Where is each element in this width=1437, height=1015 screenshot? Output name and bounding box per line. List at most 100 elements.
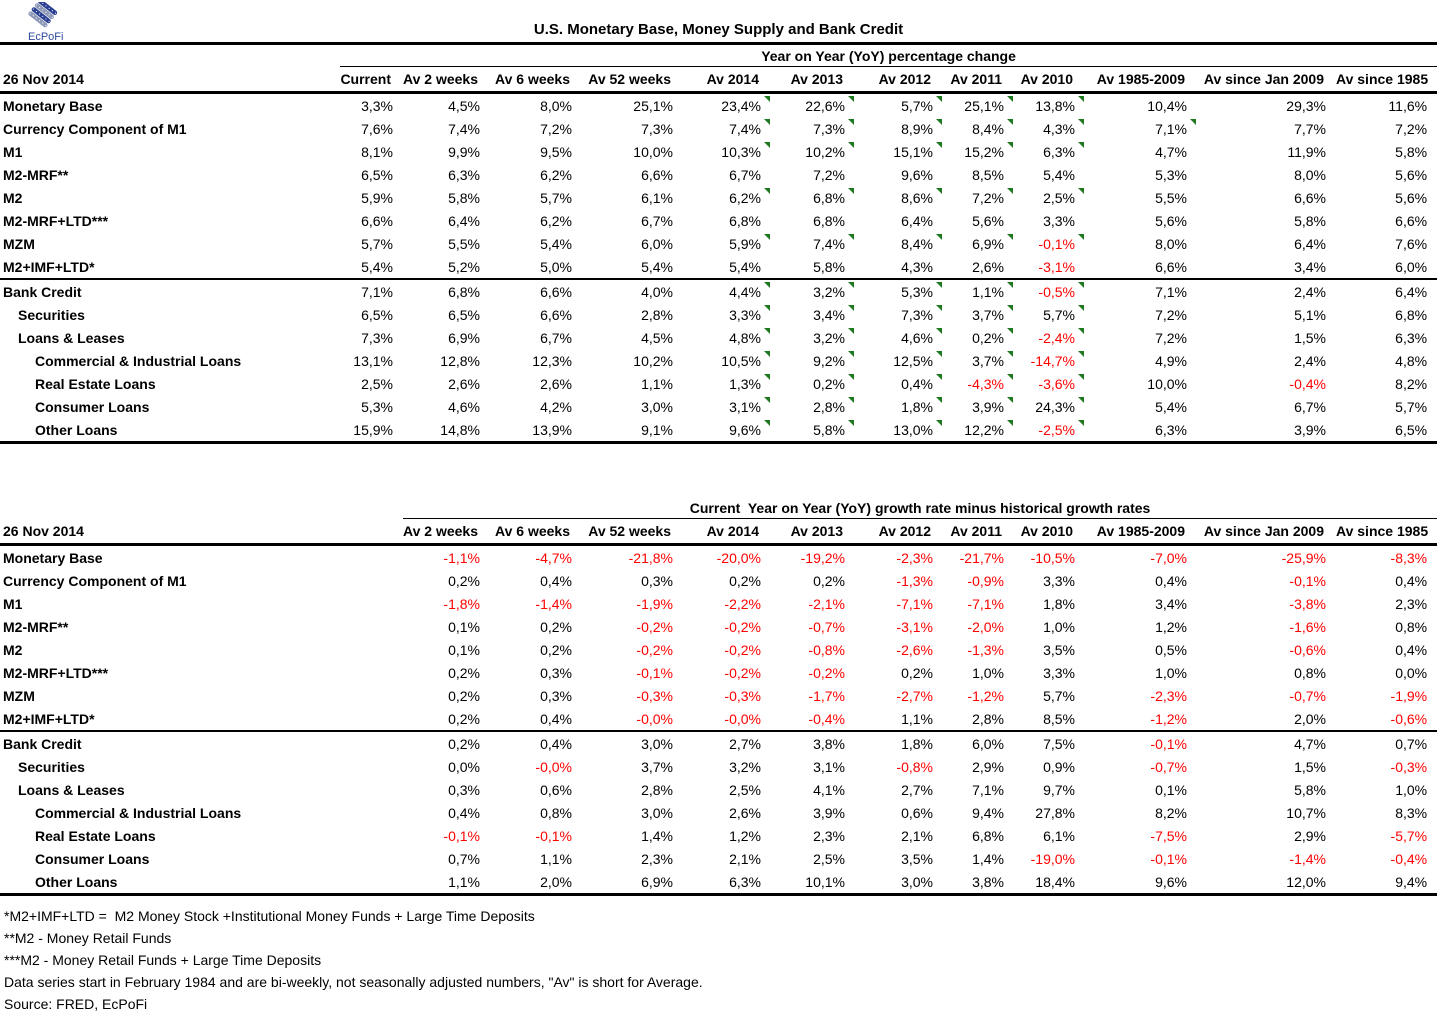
value-cell: 4,5%	[403, 93, 490, 118]
value-cell: -2,2%	[683, 592, 771, 615]
value-cell: 10,2%	[582, 349, 683, 372]
column-header: Av 2011	[943, 518, 1014, 546]
value-text: 7,2%	[972, 189, 1004, 206]
value-text: 1,5%	[1294, 329, 1326, 346]
row-label: Commercial & Industrial Loans	[35, 804, 242, 821]
comment-indicator-icon	[848, 96, 854, 102]
column-header: Av since Jan 2009	[1197, 518, 1336, 546]
value-text: 0,0%	[448, 758, 480, 775]
value-text: 0,2%	[540, 618, 572, 635]
value-cell: -0,2%	[683, 615, 771, 638]
value-cell: 2,0%	[490, 870, 582, 895]
footnote-line: Data series start in February 1984 and a…	[4, 974, 703, 990]
comment-indicator-icon	[1007, 234, 1013, 240]
value-text: 1,0%	[1155, 664, 1187, 681]
table-row: Monetary Base 3,3% 4,5% 8,0% 25,1% 23,4% 22,6%…	[0, 93, 1437, 118]
value-cell: 4,9%	[1085, 349, 1197, 372]
value-cell: 5,3%	[855, 278, 943, 303]
value-text: -20,0%	[716, 549, 761, 566]
comment-indicator-icon	[848, 328, 854, 334]
value-text: 2,6%	[729, 804, 761, 821]
value-text: -7,0%	[1150, 549, 1187, 566]
value-cell: 6,5%	[340, 303, 403, 326]
value-text: 6,1%	[1043, 827, 1075, 844]
value-cell: 7,2%	[490, 117, 582, 140]
comment-indicator-icon	[936, 119, 942, 125]
value-text: 4,9%	[1155, 352, 1187, 369]
value-text: 27,8%	[1035, 804, 1075, 821]
table-row: M2-MRF+LTD*** 0,2% 0,3% -0,1% -0,2% -0,2% 0,2%…	[0, 661, 1437, 684]
comment-indicator-icon	[764, 420, 770, 426]
value-text: 2,3%	[1395, 595, 1428, 612]
value-text: 4,6%	[448, 398, 480, 415]
value-text: 8,4%	[972, 120, 1004, 137]
value-text: 13,8%	[1035, 97, 1075, 114]
value-text: 0,2%	[448, 572, 480, 589]
value-cell: 10,1%	[771, 870, 855, 895]
comment-indicator-icon	[848, 351, 854, 357]
value-text: 2,4%	[1294, 352, 1326, 369]
span-header-row: Year on Year (YoY) percentage change	[0, 45, 1437, 67]
ecpofi-logo-icon	[28, 0, 58, 28]
value-text: 3,4%	[1155, 595, 1187, 612]
value-cell: -0,9%	[943, 569, 1014, 592]
value-cell: 5,8%	[771, 418, 855, 443]
value-cell: 3,3%	[340, 93, 403, 118]
value-text: 1,2%	[1155, 618, 1187, 635]
value-text: 3,0%	[641, 398, 673, 415]
column-header-row: 26 Nov 2014 Av 2 weeks Av 6 weeks Av 52 we…	[0, 518, 1437, 546]
value-cell: 2,3%	[771, 824, 855, 847]
column-header: Av 2013	[771, 66, 855, 94]
value-cell: -21,8%	[582, 545, 683, 570]
value-text: 1,8%	[1043, 595, 1075, 612]
value-text: -0,1%	[1150, 735, 1187, 752]
value-text: 6,4%	[1395, 283, 1428, 300]
value-cell: -2,1%	[771, 592, 855, 615]
value-cell: 10,4%	[1085, 93, 1197, 118]
value-cell: 0,0%	[1336, 661, 1437, 684]
value-cell: 0,4%	[1336, 569, 1437, 592]
value-text: 2,7%	[729, 735, 761, 752]
value-cell: 9,4%	[943, 801, 1014, 824]
value-text: -0,0%	[535, 758, 572, 775]
value-cell: 5,9%	[683, 232, 771, 255]
value-text: 0,1%	[1155, 781, 1187, 798]
value-cell: 2,8%	[582, 303, 683, 326]
value-cell: -0,2%	[582, 638, 683, 661]
ecpofi-logo: EcPoFi	[26, 0, 86, 43]
value-cell: -1,3%	[855, 569, 943, 592]
table-row: Real Estate Loans -0,1% -0,1% 1,4% 1,2% 2,3% 2…	[0, 824, 1437, 847]
column-header: Av 6 weeks	[490, 66, 582, 94]
value-text: 7,4%	[729, 120, 761, 137]
value-text: 6,7%	[729, 166, 761, 183]
value-text: 7,5%	[1043, 735, 1075, 752]
value-cell: -0,1%	[1014, 232, 1085, 255]
value-text: 0,1%	[448, 641, 480, 658]
value-cell: 8,2%	[1336, 372, 1437, 395]
comment-indicator-icon	[764, 397, 770, 403]
value-text: -3,1%	[896, 618, 933, 635]
value-cell: -7,1%	[855, 592, 943, 615]
value-cell: -1,3%	[943, 638, 1014, 661]
value-cell: 6,7%	[1197, 395, 1336, 418]
value-cell: 6,3%	[683, 870, 771, 895]
value-text: 3,9%	[1294, 421, 1326, 438]
comment-indicator-icon	[936, 188, 942, 194]
value-cell: -14,7%	[1014, 349, 1085, 372]
value-text: 7,1%	[972, 781, 1004, 798]
value-cell: 1,2%	[1085, 615, 1197, 638]
value-cell: 1,1%	[490, 847, 582, 870]
value-text: 0,0%	[1395, 664, 1428, 681]
value-cell: 3,3%	[1014, 569, 1085, 592]
row-label: Bank Credit	[0, 278, 340, 303]
value-cell: 3,5%	[1014, 638, 1085, 661]
value-cell: 5,8%	[403, 186, 490, 209]
value-cell: 3,4%	[1085, 592, 1197, 615]
value-cell: 13,1%	[340, 349, 403, 372]
value-cell: 7,3%	[855, 303, 943, 326]
value-text: -2,6%	[896, 641, 933, 658]
row-label: M2	[3, 641, 23, 658]
value-cell: 6,1%	[1014, 824, 1085, 847]
comment-indicator-icon	[936, 420, 942, 426]
value-cell: -0,2%	[683, 661, 771, 684]
